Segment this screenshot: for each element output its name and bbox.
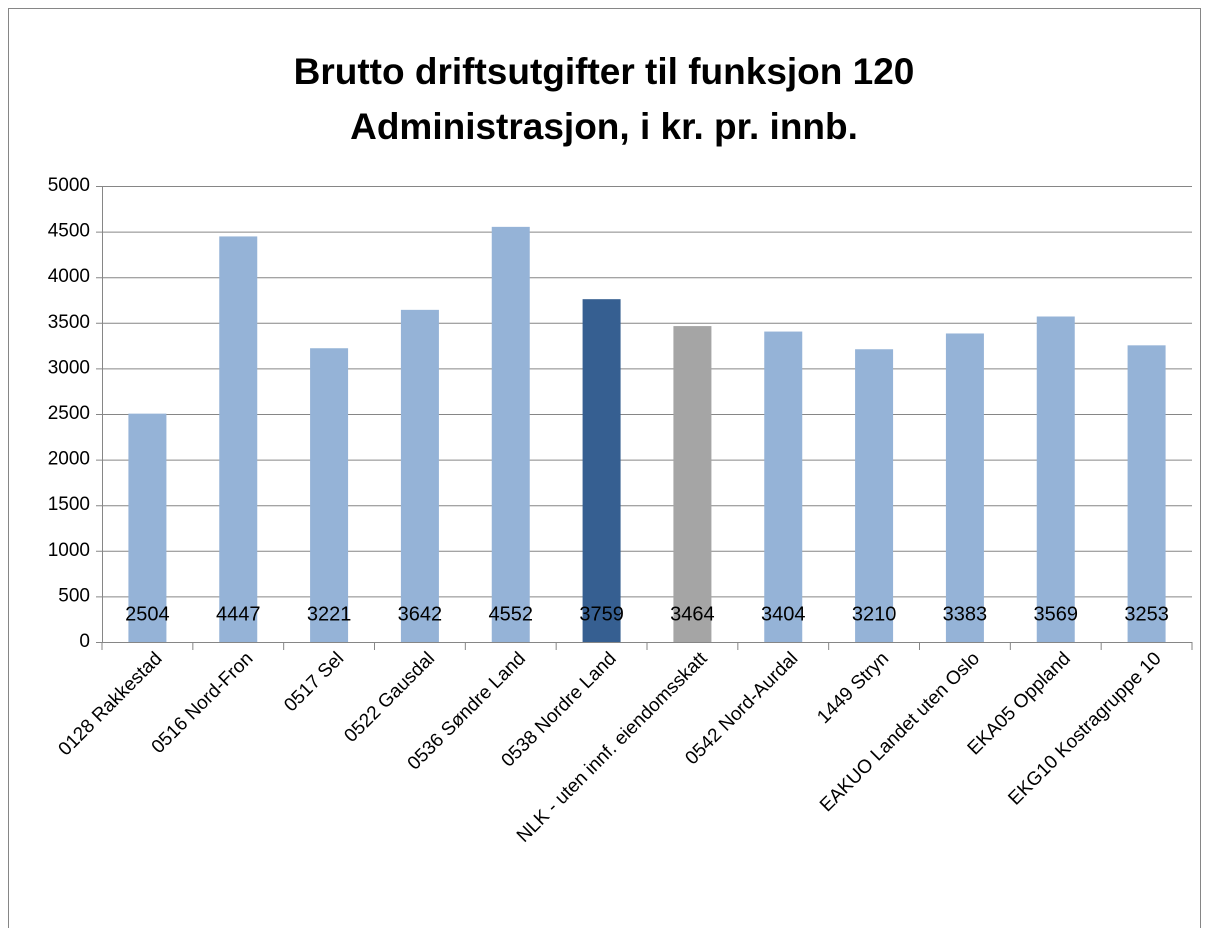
bar — [1036, 316, 1075, 642]
data-label: 3464 — [670, 603, 715, 625]
data-label: 3253 — [1124, 603, 1169, 625]
bar — [582, 299, 621, 642]
chart-title: Brutto driftsutgifter til funksjon 120 — [294, 51, 915, 92]
bar — [764, 331, 803, 642]
y-tick-label: 4500 — [48, 221, 90, 242]
bar — [1127, 345, 1166, 642]
bar — [491, 226, 530, 642]
bar — [310, 348, 349, 642]
data-label: 3642 — [398, 603, 443, 625]
y-tick-label: 0 — [79, 631, 90, 652]
y-tick-label: 3000 — [48, 357, 90, 378]
bar — [128, 413, 167, 642]
data-label: 3759 — [579, 603, 624, 625]
chart-title: Administrasjon, i kr. pr. innb. — [350, 106, 858, 147]
y-tick-label: 1500 — [48, 494, 90, 515]
data-label: 3404 — [761, 603, 806, 625]
bar — [855, 349, 894, 642]
data-label: 3210 — [852, 603, 897, 625]
y-tick-label: 5000 — [48, 175, 90, 196]
y-tick-label: 2500 — [48, 403, 90, 424]
data-label: 3569 — [1034, 603, 1079, 625]
data-label: 3221 — [307, 603, 352, 625]
bar — [219, 236, 258, 642]
bar — [400, 309, 439, 642]
data-label: 4447 — [216, 603, 261, 625]
y-tick-label: 500 — [58, 585, 90, 606]
y-tick-label: 1000 — [48, 540, 90, 561]
data-label: 4552 — [489, 603, 534, 625]
data-label: 2504 — [125, 603, 170, 625]
bar — [673, 326, 712, 642]
y-tick-label: 4000 — [48, 266, 90, 287]
bar — [945, 333, 984, 642]
y-tick-label: 3500 — [48, 312, 90, 333]
data-label: 3383 — [943, 603, 988, 625]
y-tick-label: 2000 — [48, 449, 90, 470]
